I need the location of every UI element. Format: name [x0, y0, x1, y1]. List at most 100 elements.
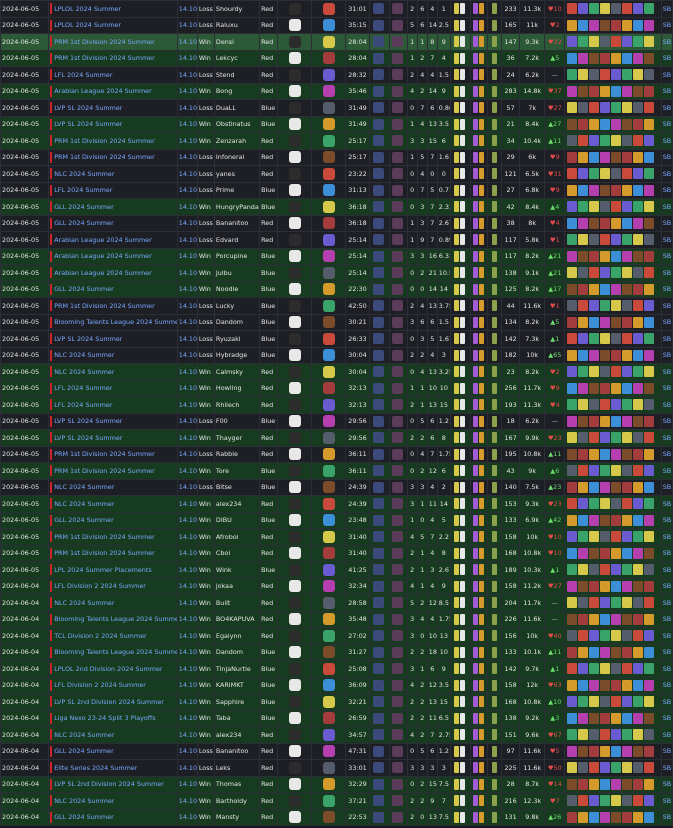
vs-champion-cell[interactable]	[388, 594, 408, 612]
opponent-cell[interactable]	[311, 643, 347, 661]
vs-champion-cell[interactable]	[388, 693, 408, 711]
event-link[interactable]: TCL Division 2 2024 Summer	[54, 631, 147, 640]
patch-link[interactable]: 14.10	[176, 330, 198, 348]
scoreboard-link[interactable]: SB	[660, 742, 673, 760]
event-cell[interactable]: NLC 2024 Summer	[48, 165, 178, 183]
event-cell[interactable]: LVP SL 2nd Division 2024 Summer	[48, 693, 178, 711]
patch-link[interactable]: 14.10	[176, 280, 198, 298]
scoreboard-link[interactable]: SB	[660, 627, 673, 645]
champion-cell[interactable]	[368, 495, 390, 513]
player-link[interactable]: Tore	[213, 462, 261, 480]
event-cell[interactable]: LPL 2024 Summer Placements	[48, 561, 178, 579]
event-cell[interactable]: Arabian League 2024 Summer	[48, 264, 178, 282]
patch-link[interactable]: 14.10	[176, 346, 198, 364]
champion-cell[interactable]	[368, 16, 390, 34]
vs-champion-cell[interactable]	[388, 627, 408, 645]
champion-cell[interactable]	[368, 231, 390, 249]
vs-champion-cell[interactable]	[388, 792, 408, 810]
champion-cell[interactable]	[368, 412, 390, 430]
scoreboard-link[interactable]: SB	[660, 775, 673, 793]
patch-link[interactable]: 14.10	[176, 709, 198, 727]
patch-link[interactable]: 14.10	[176, 643, 198, 661]
event-link[interactable]: GLL 2024 Summer	[54, 219, 114, 228]
player-link[interactable]: Julbu	[213, 264, 261, 282]
scoreboard-link[interactable]: SB	[660, 313, 673, 331]
team-cell[interactable]	[277, 115, 313, 133]
scoreboard-link[interactable]: SB	[660, 396, 673, 414]
event-link[interactable]: LVP SL 2024 Summer	[54, 120, 123, 129]
vs-champion-cell[interactable]	[388, 363, 408, 381]
event-link[interactable]: LPLOL 2024 Summer	[54, 4, 121, 13]
champion-cell[interactable]	[368, 693, 390, 711]
team-cell[interactable]	[277, 775, 313, 793]
event-link[interactable]: Arabian League 2024 Summer	[54, 87, 152, 96]
patch-link[interactable]: 14.10	[176, 313, 198, 331]
team-cell[interactable]	[277, 594, 313, 612]
patch-link[interactable]: 14.10	[176, 363, 198, 381]
player-link[interactable]: F00	[213, 412, 261, 430]
vs-champion-cell[interactable]	[388, 198, 408, 216]
event-link[interactable]: LVP SL 2nd Division 2024 Summer	[54, 780, 164, 789]
patch-link[interactable]: 14.10	[176, 49, 198, 67]
champion-cell[interactable]	[368, 33, 390, 51]
patch-link[interactable]: 14.10	[176, 676, 198, 694]
player-link[interactable]: Dandom	[213, 313, 261, 331]
scoreboard-link[interactable]: SB	[660, 132, 673, 150]
vs-champion-cell[interactable]	[388, 66, 408, 84]
player-link[interactable]: Bananitoo	[213, 742, 261, 760]
team-cell[interactable]	[277, 528, 313, 546]
champion-cell[interactable]	[368, 165, 390, 183]
event-cell[interactable]: Elite Series 2024 Summer	[48, 759, 178, 777]
vs-champion-cell[interactable]	[388, 16, 408, 34]
scoreboard-link[interactable]: SB	[660, 16, 673, 34]
patch-link[interactable]: 14.10	[176, 577, 198, 595]
player-link[interactable]: Lekcyc	[213, 49, 261, 67]
team-cell[interactable]	[277, 66, 313, 84]
event-cell[interactable]: LVP SL 2024 Summer	[48, 429, 178, 447]
player-link[interactable]: DuaLL	[213, 99, 261, 117]
event-cell[interactable]: LPLOL 2024 Summer	[48, 16, 178, 34]
player-link[interactable]: Stend	[213, 66, 261, 84]
player-link[interactable]: Edvard	[213, 231, 261, 249]
player-link[interactable]: Shourdy	[213, 0, 261, 18]
vs-champion-cell[interactable]	[388, 511, 408, 529]
player-link[interactable]: Porcupine	[213, 247, 261, 265]
event-link[interactable]: LPLOL 2024 Summer	[54, 21, 121, 30]
player-link[interactable]: Leks	[213, 759, 261, 777]
event-cell[interactable]: LVP SL 2024 Summer	[48, 115, 178, 133]
scoreboard-link[interactable]: SB	[660, 693, 673, 711]
player-link[interactable]: Rhilech	[213, 396, 261, 414]
opponent-cell[interactable]	[311, 676, 347, 694]
event-link[interactable]: NLC 2024 Summer	[54, 367, 115, 376]
team-cell[interactable]	[277, 544, 313, 562]
opponent-cell[interactable]	[311, 66, 347, 84]
event-link[interactable]: LFL Division 2 2024 Summer	[54, 681, 146, 690]
event-cell[interactable]: NLC 2024 Summer	[48, 495, 178, 513]
patch-link[interactable]: 14.10	[176, 264, 198, 282]
patch-link[interactable]: 14.10	[176, 0, 198, 18]
champion-cell[interactable]	[368, 297, 390, 315]
opponent-cell[interactable]	[311, 264, 347, 282]
champion-cell[interactable]	[368, 792, 390, 810]
event-cell[interactable]: PRM 1st Division 2024 Summer	[48, 445, 178, 463]
team-cell[interactable]	[277, 478, 313, 496]
patch-link[interactable]: 14.10	[176, 610, 198, 628]
opponent-cell[interactable]	[311, 396, 347, 414]
team-cell[interactable]	[277, 726, 313, 744]
team-cell[interactable]	[277, 396, 313, 414]
scoreboard-link[interactable]: SB	[660, 676, 673, 694]
event-cell[interactable]: GLL 2024 Summer	[48, 742, 178, 760]
player-link[interactable]: Thomas	[213, 775, 261, 793]
scoreboard-link[interactable]: SB	[660, 330, 673, 348]
vs-champion-cell[interactable]	[388, 660, 408, 678]
event-link[interactable]: PRM 1st Division 2024 Summer	[54, 532, 155, 541]
vs-champion-cell[interactable]	[388, 775, 408, 793]
scoreboard-link[interactable]: SB	[660, 445, 673, 463]
opponent-cell[interactable]	[311, 627, 347, 645]
vs-champion-cell[interactable]	[388, 82, 408, 100]
vs-champion-cell[interactable]	[388, 231, 408, 249]
opponent-cell[interactable]	[311, 561, 347, 579]
team-cell[interactable]	[277, 610, 313, 628]
team-cell[interactable]	[277, 214, 313, 232]
event-cell[interactable]: Blooming Talents League 2024 Summer	[48, 313, 178, 331]
